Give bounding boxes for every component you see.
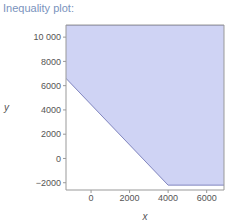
svg-text:0: 0: [89, 193, 94, 203]
svg-text:−2000: −2000: [36, 178, 61, 188]
svg-text:4000: 4000: [158, 193, 178, 203]
svg-text:2000: 2000: [41, 129, 61, 139]
svg-text:x: x: [142, 211, 149, 220]
svg-text:0: 0: [56, 154, 61, 164]
svg-text:10 000: 10 000: [33, 32, 61, 42]
svg-text:y: y: [8, 102, 10, 113]
svg-text:6000: 6000: [197, 193, 217, 203]
svg-text:8000: 8000: [41, 57, 61, 67]
svg-text:6000: 6000: [41, 81, 61, 91]
svg-text:4000: 4000: [41, 105, 61, 115]
svg-text:2000: 2000: [120, 193, 140, 203]
html-text:Inequality plot:: Inequality plot:: [3, 2, 74, 14]
